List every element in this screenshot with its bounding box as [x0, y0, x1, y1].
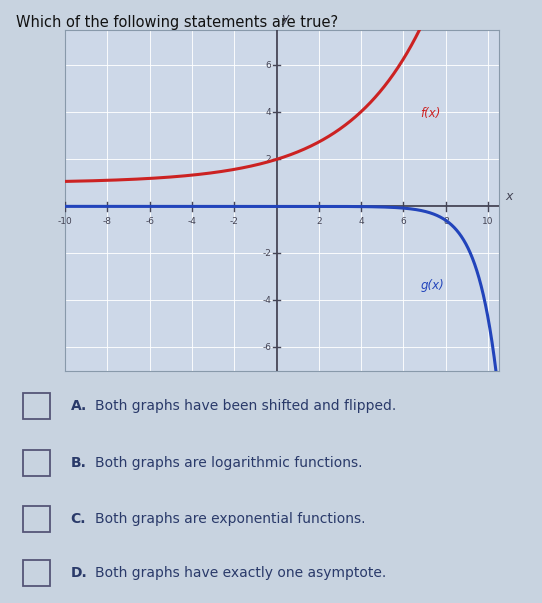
Text: Both graphs are logarithmic functions.: Both graphs are logarithmic functions. [95, 456, 363, 470]
Text: B.: B. [70, 456, 86, 470]
Text: -4: -4 [188, 217, 196, 226]
Text: -10: -10 [57, 217, 73, 226]
Text: x: x [506, 191, 513, 203]
Text: -2: -2 [262, 249, 271, 258]
Text: 4: 4 [358, 217, 364, 226]
Text: D.: D. [70, 566, 87, 580]
Text: A.: A. [70, 399, 87, 413]
Text: 4: 4 [266, 108, 271, 117]
Text: y: y [281, 12, 289, 25]
Text: Both graphs are exponential functions.: Both graphs are exponential functions. [95, 511, 365, 526]
Text: -8: -8 [103, 217, 112, 226]
Text: -4: -4 [262, 296, 271, 305]
Text: Both graphs have exactly one asymptote.: Both graphs have exactly one asymptote. [95, 566, 386, 580]
Text: 2: 2 [266, 155, 271, 164]
Text: 10: 10 [482, 217, 494, 226]
Text: 6: 6 [266, 61, 271, 70]
Text: Both graphs have been shifted and flipped.: Both graphs have been shifted and flippe… [95, 399, 396, 413]
Text: -2: -2 [230, 217, 238, 226]
Text: 2: 2 [316, 217, 321, 226]
Text: Which of the following statements are true?: Which of the following statements are tr… [16, 15, 338, 30]
Text: -6: -6 [262, 343, 271, 352]
Text: g(x): g(x) [421, 279, 444, 292]
Text: f(x): f(x) [421, 107, 441, 120]
Text: 6: 6 [401, 217, 406, 226]
Text: 8: 8 [443, 217, 449, 226]
Text: -6: -6 [145, 217, 154, 226]
Text: C.: C. [70, 511, 86, 526]
